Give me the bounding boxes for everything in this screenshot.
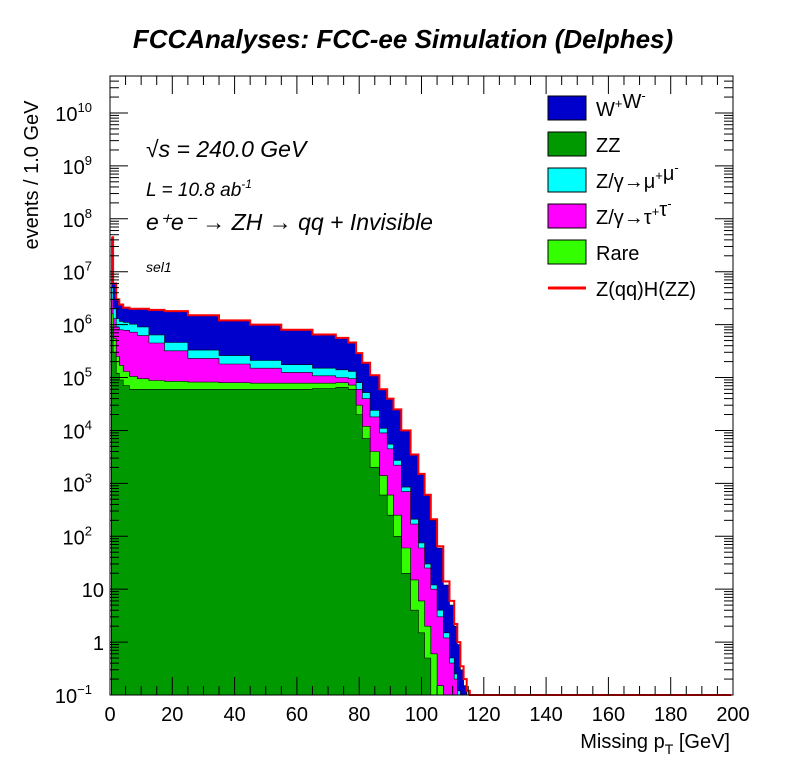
y-tick-label: 104 [63,417,92,443]
x-tick-label: 180 [654,704,687,726]
x-tick-label: 20 [161,704,183,726]
y-tick-label: 10−1 [55,682,92,708]
x-tick-label: 80 [348,704,370,726]
x-axis-title-sub: T [665,741,674,757]
x-axis-title-main: Missing p [580,731,664,753]
annotation-process: e⁺e⁻ → ZH → qq + Invisible [146,209,433,235]
annotation-sqrt-s: √s = 240.0 GeV [146,136,309,162]
legend-swatch [547,131,587,157]
legend-swatch [547,203,587,229]
legend-label: ZZ [596,135,620,157]
legend: W+W- ZZ Z/γ→μ+μ-Z/γ→τ+τ- Rare Z(qq)H(ZZ) [547,88,696,301]
x-tick-label: 140 [529,704,562,726]
x-tick-label: 200 [716,704,749,726]
signal-line-path [111,236,732,696]
y-tick-label: 10 [82,580,104,602]
legend-swatch [547,95,587,121]
x-tick-label: 60 [286,704,308,726]
y-tick-label: 105 [63,365,92,391]
x-axis-title: Missing pT [GeV] [580,731,730,757]
signal-line [111,236,732,696]
y-tick-label: 109 [63,153,92,179]
x-axis-title-unit: [GeV] [673,731,730,753]
x-tick-label: 120 [467,704,500,726]
x-tick-label: 100 [405,704,438,726]
legend-swatch [547,239,587,265]
y-tick-label: 102 [63,523,92,549]
annotation-luminosity: L = 10.8 ab-1 [146,177,252,201]
axes: 0 20 40 60 80 100 120 140 160 180 200 10−1 1 10 102 103… [55,76,750,726]
legend-label: W+W- [596,88,646,121]
y-tick-label: 103 [63,470,92,496]
annotation-selection: sel1 [146,259,172,275]
y-tick-label: 108 [63,206,92,232]
legend-label: Z/γ→τ+τ- [596,196,672,229]
y-tick-label: 106 [63,312,92,338]
stacked-areas [111,236,732,696]
legend-label: Z(qq)H(ZZ) [596,279,696,301]
x-tick-label: 160 [592,704,625,726]
y-axis-title: events / 1.0 GeV [21,100,43,250]
y-tick-label: 1 [93,633,104,655]
legend-label: Rare [596,243,639,265]
x-tick-label: 0 [104,704,115,726]
legend-swatch [547,167,587,193]
legend-label: Z/γ→μ+μ- [596,160,679,193]
annotation-luminosity-main: L = 10.8 ab [146,180,241,201]
y-tick-label: 107 [63,259,92,285]
annotation-luminosity-exp: -1 [241,177,252,191]
x-tick-label: 40 [223,704,245,726]
chart-title: FCCAnalyses: FCC-ee Simulation (Delphes) [133,24,673,54]
y-tick-label: 1010 [55,100,92,126]
